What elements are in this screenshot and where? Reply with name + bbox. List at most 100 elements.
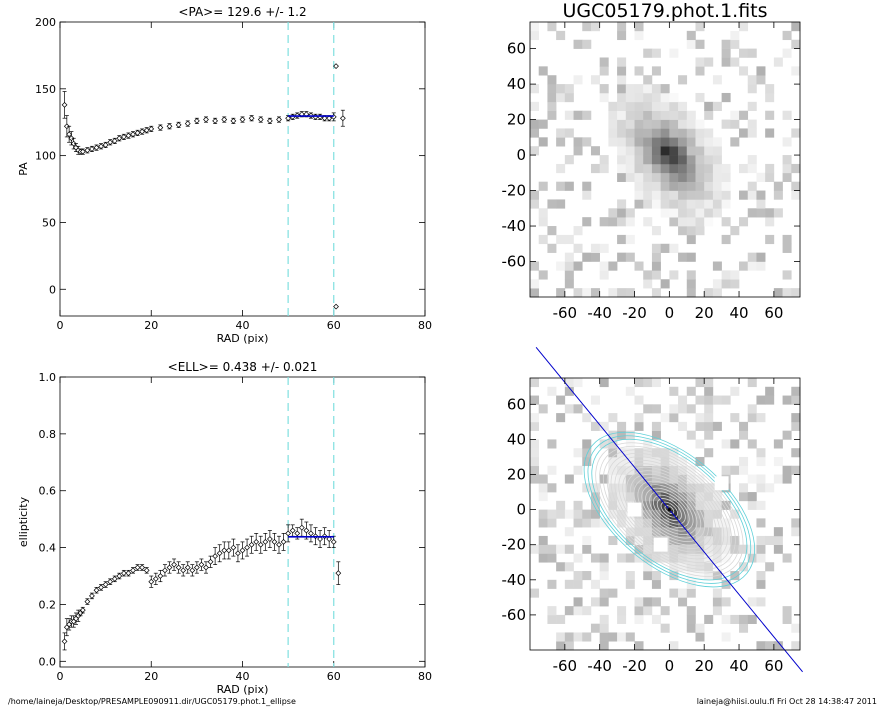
data-point [139,128,146,135]
x-tick-label: -60 [553,657,578,675]
isophote-ellipse [664,505,675,515]
x-tick-label: 80 [418,670,432,683]
x-tick-label: 0 [665,304,675,322]
x-tick-label: -40 [587,304,612,322]
y-tick-label: 20 [507,111,526,129]
x-tick-label: 40 [236,319,250,332]
x-tick-label: 40 [236,670,250,683]
isophote-ellipse [618,463,721,556]
data-point [203,564,209,571]
image-frame [529,21,801,298]
data-point [239,116,246,123]
y-tick-label: 100 [35,150,56,163]
y-tick-label: -60 [502,253,527,271]
data-point [102,142,109,148]
y-tick-label: 40 [507,75,526,93]
data-point [239,547,246,554]
data-point [280,539,287,545]
masked-region [653,537,668,552]
center-marker [667,508,671,512]
isophote-ellipse [622,466,717,553]
y-tick-label: -40 [502,571,527,589]
data-point [235,550,241,557]
image-title: UGC05179.phot.1.fits [562,0,767,22]
y-tick-label: 0.2 [39,598,57,611]
isophote-ellipse [610,456,729,563]
y-tick-label: 0 [516,146,526,164]
x-tick-label: 40 [729,304,748,322]
y-tick-label: 150 [35,83,56,96]
isophote-ellipse [637,480,702,539]
data-point [139,564,146,571]
y-tick-label: 40 [507,430,526,448]
data-point [130,567,136,574]
x-tick-label: -20 [622,657,647,675]
data-point [266,536,273,542]
isophote-ellipse [583,431,756,588]
data-point [230,544,237,551]
data-point [148,578,155,585]
data-point [333,303,339,310]
data-point [61,101,68,108]
data-point [116,573,123,579]
data-point [166,123,173,130]
x-tick-label: 20 [695,304,714,322]
data-point [180,567,187,574]
data-point [130,131,136,138]
data-point [148,126,155,132]
x-tick-label: 40 [729,657,748,675]
y-tick-label: 1.0 [39,371,57,384]
x-tick-label: 20 [144,670,158,683]
data-point [111,575,118,582]
x-tick-label: 60 [764,657,783,675]
data-point [330,539,337,545]
footer-file-path: /home/laineja/Desktop/PRESAMPLE090911.di… [8,697,296,706]
data-point [93,587,100,594]
y-tick-label: 0.6 [39,485,57,498]
footer-user-stamp: laineja@hiisi.oulu.fi Fri Oct 28 14:38:4… [696,697,877,706]
isophote-ellipse [614,459,725,560]
data-point [230,117,237,124]
x-tick-label: 20 [144,319,158,332]
data-point [125,570,132,577]
image-pixels [530,22,801,298]
isophote-ellipse [629,473,709,546]
y-tick-label: -20 [502,182,527,200]
data-point [339,115,346,122]
y-tick-label: 200 [35,16,56,29]
isophote-ellipse [660,501,679,518]
data-point [216,550,223,557]
image-frame [529,377,801,651]
y-axis-label: ellipticity [17,496,30,547]
plot-frame [59,376,426,668]
data-point [212,553,219,560]
data-point [276,116,282,123]
data-point [271,539,278,545]
data-point [285,115,292,122]
data-point [116,135,123,142]
x-tick-label: 80 [418,319,432,332]
data-point [102,581,109,588]
data-point [89,593,95,599]
y-tick-label: 0 [49,283,56,296]
y-tick-label: -20 [502,536,527,554]
data-point [276,541,282,548]
data-point [189,567,196,574]
isophote-ellipse [633,477,705,542]
data-point [308,530,314,537]
x-tick-label: 20 [695,657,714,675]
data-point [330,113,337,120]
data-point [98,143,104,150]
data-point [89,146,95,152]
data-point [107,139,114,146]
data-point [253,539,260,545]
data-point [285,530,292,537]
plot-frame [59,21,426,317]
plot-title: <ELL>= 0.438 +/- 0.021 [168,360,318,374]
data-point [166,564,173,571]
x-tick-label: 0 [57,319,64,332]
x-tick-label: 60 [327,319,341,332]
isophote-ellipse [626,470,713,549]
data-point [212,117,219,124]
